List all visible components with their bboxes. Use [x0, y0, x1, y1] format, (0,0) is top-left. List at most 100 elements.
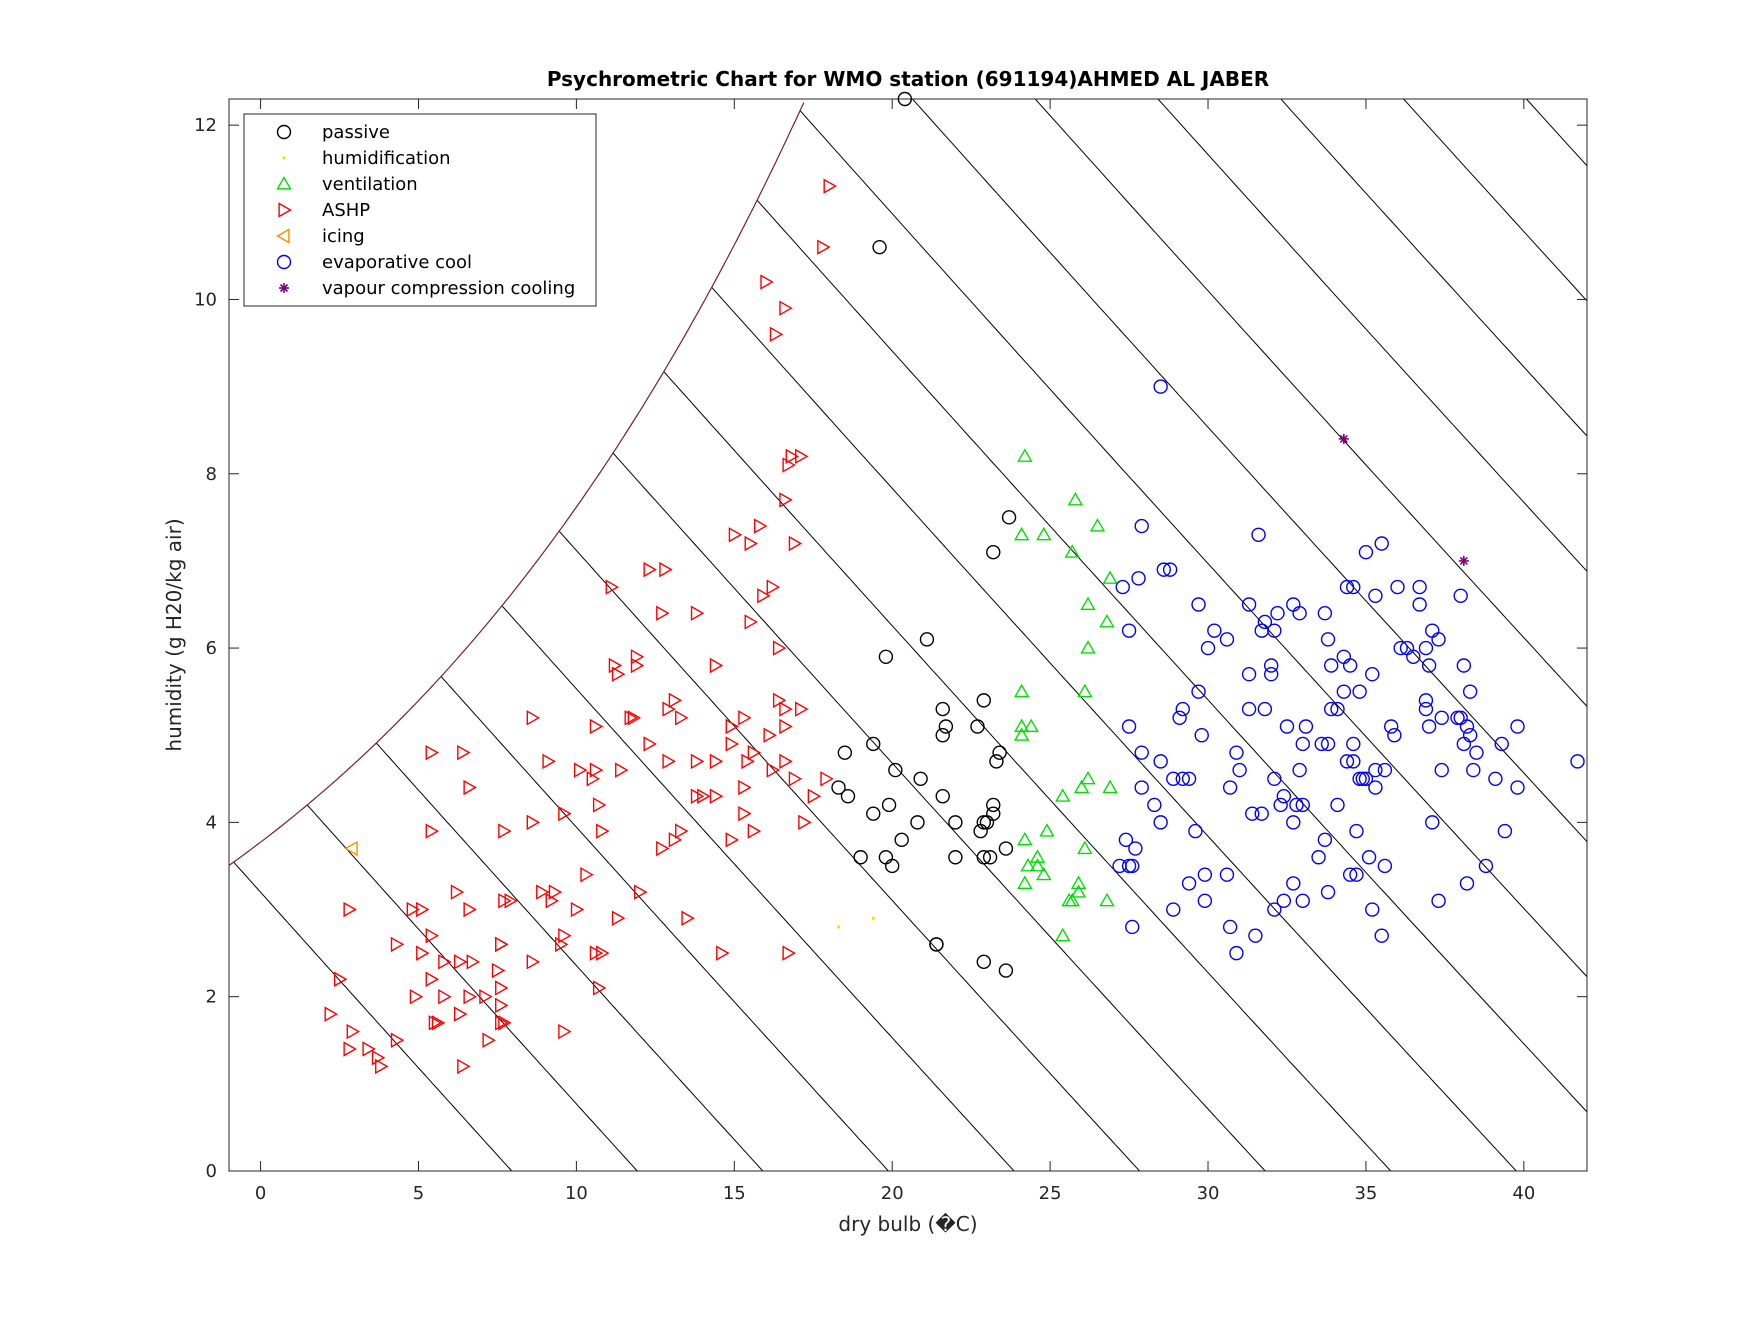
data-point	[608, 657, 623, 674]
data-point	[1029, 858, 1046, 872]
data-point	[1191, 597, 1206, 612]
data-point	[1073, 779, 1090, 794]
data-point	[1134, 518, 1149, 534]
data-point	[611, 666, 626, 682]
data-point	[1077, 840, 1093, 855]
data-point	[1358, 771, 1374, 787]
data-point	[1412, 597, 1427, 612]
data-point	[690, 753, 705, 770]
data-point	[627, 710, 642, 726]
data-point	[615, 762, 629, 778]
data-point	[1365, 902, 1380, 917]
data-point	[589, 718, 604, 735]
data-point	[1342, 658, 1358, 673]
data-point	[1295, 797, 1310, 813]
data-point	[795, 701, 809, 717]
data-point	[1330, 701, 1345, 717]
y-tick-label: 12	[194, 115, 217, 136]
data-point	[1570, 754, 1585, 769]
data-point	[779, 701, 793, 717]
data-point	[935, 789, 950, 804]
data-point	[766, 579, 781, 595]
data-point	[1080, 640, 1096, 654]
data-point	[1229, 745, 1244, 760]
data-point	[1254, 806, 1269, 821]
data-point	[1510, 719, 1525, 734]
data-point	[878, 850, 894, 865]
data-point	[795, 448, 809, 465]
data-point	[779, 300, 793, 316]
data-point	[1292, 606, 1307, 621]
data-point	[1121, 858, 1137, 874]
series-ventilation	[1013, 448, 1118, 942]
data-point	[1125, 858, 1140, 874]
data-point	[1368, 780, 1383, 795]
data-point	[709, 753, 724, 770]
saturation-curve	[229, 102, 805, 866]
x-tick-label: 10	[565, 1183, 588, 1204]
data-point	[1421, 658, 1437, 673]
data-point	[558, 1023, 572, 1040]
data-point	[1064, 544, 1080, 558]
x-tick-label: 20	[881, 1183, 904, 1204]
data-point	[831, 780, 846, 795]
data-point	[425, 744, 440, 761]
data-point	[662, 701, 676, 717]
data-point	[558, 927, 572, 944]
data-point	[1017, 448, 1033, 462]
data-point	[970, 719, 985, 734]
data-point	[425, 971, 440, 987]
y-tick-label: 8	[206, 464, 217, 485]
data-point	[1434, 762, 1449, 778]
data-point	[1330, 797, 1345, 813]
data-point	[592, 797, 607, 813]
enthalpy-line	[1525, 99, 1587, 167]
data-point	[1270, 606, 1285, 621]
data-point	[1017, 875, 1033, 889]
data-point	[1387, 728, 1402, 743]
data-point	[1311, 850, 1326, 865]
data-point	[1358, 545, 1374, 560]
y-tick-label: 10	[194, 289, 217, 310]
enthalpy-line	[1186, 0, 1750, 1171]
data-point	[545, 893, 560, 909]
data-point	[697, 788, 711, 804]
data-point	[823, 178, 837, 194]
data-point	[1346, 736, 1361, 752]
data-point	[1191, 684, 1206, 699]
data-point	[1175, 701, 1190, 717]
series-passive	[831, 91, 1017, 978]
data-point	[1421, 719, 1437, 734]
data-point	[1418, 701, 1434, 717]
data-point	[1453, 588, 1468, 603]
data-point	[763, 727, 777, 743]
data-point	[1425, 815, 1440, 830]
data-point	[837, 745, 853, 760]
data-point	[769, 326, 784, 343]
data-point	[656, 840, 670, 857]
data-point	[1257, 701, 1273, 717]
x-tick-label: 15	[723, 1183, 746, 1204]
data-point	[675, 823, 689, 839]
legend-label: ventilation	[322, 174, 418, 195]
data-point	[1342, 867, 1358, 882]
data-point	[570, 901, 585, 918]
data-point	[1175, 771, 1190, 787]
data-point	[482, 1032, 496, 1048]
data-point	[428, 1015, 443, 1031]
data-point	[1314, 736, 1329, 752]
data-point	[1156, 562, 1172, 577]
data-point	[1320, 884, 1336, 900]
chart-title: Psychrometric Chart for WMO station (691…	[547, 67, 1269, 91]
data-point	[1361, 850, 1377, 865]
data-point	[1267, 902, 1282, 917]
data-point	[779, 718, 793, 735]
data-point	[872, 239, 887, 255]
data-point	[1099, 614, 1115, 628]
data-point	[1055, 788, 1071, 802]
enthalpy-lines	[233, 0, 1750, 1171]
data-point	[1263, 658, 1279, 673]
data-point	[1412, 579, 1427, 595]
data-point	[1181, 771, 1197, 787]
data-point	[1248, 928, 1263, 943]
